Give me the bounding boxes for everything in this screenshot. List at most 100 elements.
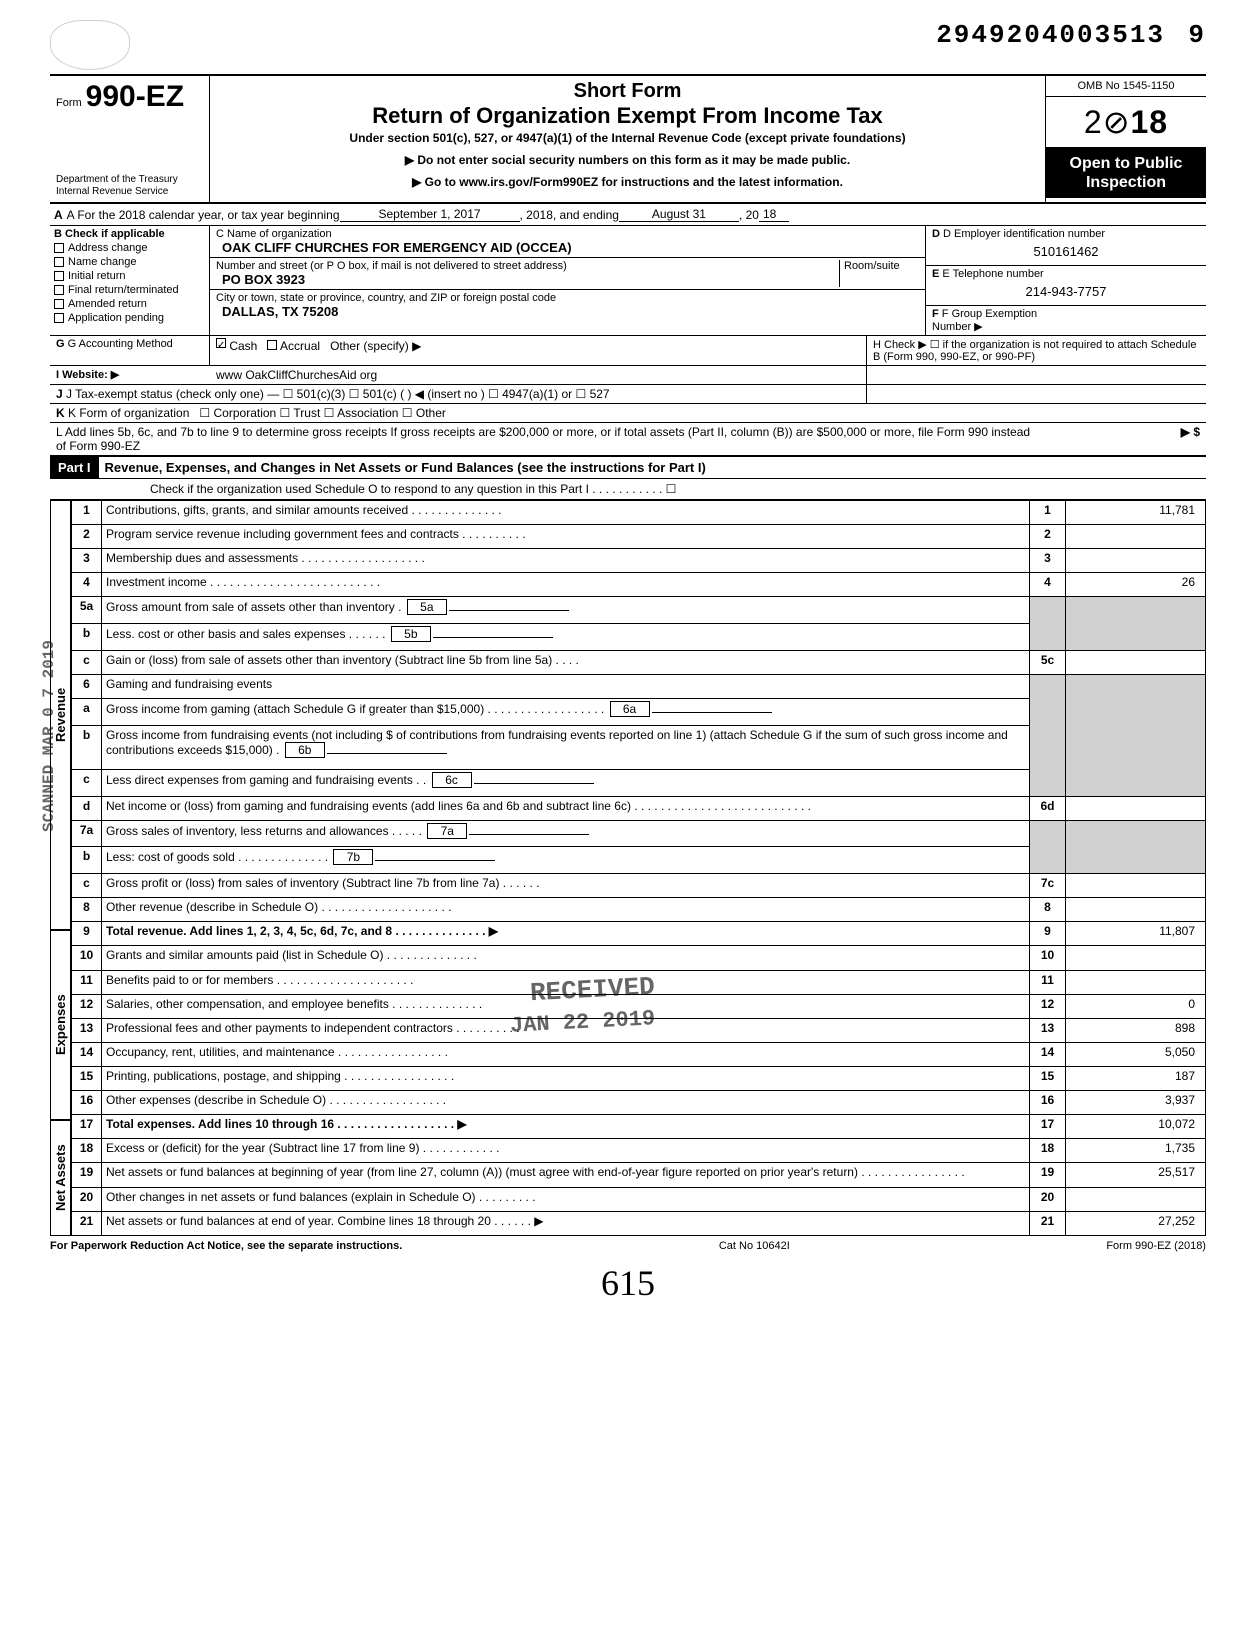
lines-grid: Revenue Expenses Net Assets 1Contributio… [50, 500, 1206, 1236]
year-column: OMB No 1545-1150 2⊘18 Open to Public Ins… [1046, 76, 1206, 202]
footer-right: Form 990-EZ (2018) [1106, 1240, 1206, 1252]
handwritten-number: 615 [50, 1262, 1206, 1304]
line-21: 21Net assets or fund balances at end of … [72, 1211, 1206, 1235]
row-i: I Website: ▶ www OakCliffChurchesAid org [50, 366, 1206, 385]
logo-placeholder [50, 20, 130, 70]
chk-amended[interactable]: Amended return [54, 298, 205, 310]
col-c-org: C Name of organization OAK CLIFF CHURCHE… [210, 226, 926, 335]
period-begin[interactable]: September 1, 2017 [340, 207, 520, 222]
line-5a: 5aGross amount from sale of assets other… [72, 597, 1206, 624]
row-k: K K Form of organization ☐ Corporation ☐… [50, 404, 1206, 423]
section-bcdef: B Check if applicable Address change Nam… [50, 226, 1206, 336]
footer-left: For Paperwork Reduction Act Notice, see … [50, 1240, 402, 1252]
instruction-1: ▶ Do not enter social security numbers o… [218, 153, 1037, 167]
footer: For Paperwork Reduction Act Notice, see … [50, 1236, 1206, 1252]
line-10: 10Grants and similar amounts paid (list … [72, 946, 1206, 970]
d-ein-row: D D Employer identification number 51016… [926, 226, 1206, 266]
chk-address-change[interactable]: Address change [54, 242, 205, 254]
main-title: Return of Organization Exempt From Incom… [218, 103, 1037, 129]
line-6d: dNet income or (loss) from gaming and fu… [72, 796, 1206, 820]
g-options: Cash Accrual Other (specify) ▶ [210, 336, 866, 365]
org-name[interactable]: OAK CLIFF CHURCHES FOR EMERGENCY AID (OC… [216, 240, 572, 255]
j-options[interactable]: ☐ 501(c)(3) ☐ 501(c) ( ) ◀ (insert no ) … [283, 387, 610, 401]
side-netassets: Net Assets [50, 1120, 71, 1236]
ein-value[interactable]: 510161462 [932, 240, 1200, 263]
col-de: D D Employer identification number 51016… [926, 226, 1206, 335]
line-19: 19Net assets or fund balances at beginni… [72, 1163, 1206, 1187]
org-street[interactable]: PO BOX 3923 [216, 272, 305, 287]
c-name-row: C Name of organization OAK CLIFF CHURCHE… [210, 226, 925, 258]
period-end-year[interactable]: 18 [759, 207, 789, 222]
scanned-stamp: SCANNED MAR 0 7 2019 [40, 640, 58, 832]
chk-accrual[interactable] [267, 340, 277, 350]
line-7c: cGross profit or (loss) from sales of in… [72, 874, 1206, 898]
c-city-row: City or town, state or province, country… [210, 290, 925, 321]
form-number: 990-EZ [86, 80, 184, 114]
l-text: L Add lines 5b, 6c, and 7b to line 9 to … [50, 423, 1046, 455]
line-3: 3Membership dues and assessments . . . .… [72, 549, 1206, 573]
subtitle: Under section 501(c), 527, or 4947(a)(1)… [218, 131, 1037, 145]
line-16: 16Other expenses (describe in Schedule O… [72, 1091, 1206, 1115]
row-l: L Add lines 5b, 6c, and 7b to line 9 to … [50, 423, 1206, 456]
chk-name-change[interactable]: Name change [54, 256, 205, 268]
phone-value[interactable]: 214-943-7757 [932, 280, 1200, 303]
instruction-2: ▶ Go to www.irs.gov/Form990EZ for instru… [218, 175, 1037, 189]
line-7a: 7aGross sales of inventory, less returns… [72, 820, 1206, 847]
g-label: G G Accounting Method [50, 336, 210, 365]
j-right [866, 385, 1206, 403]
b-label: B Check if applicable [54, 228, 205, 240]
department: Department of the Treasury Internal Reve… [56, 174, 203, 198]
e-phone-row: E E Telephone number 214-943-7757 [926, 266, 1206, 306]
line-1: 1Contributions, gifts, grants, and simil… [72, 501, 1206, 525]
h-cont [866, 366, 1206, 384]
line-17: 17Total expenses. Add lines 10 through 1… [72, 1115, 1206, 1139]
part1-header-row: Part I Revenue, Expenses, and Changes in… [50, 456, 1206, 479]
i-label: I Website: ▶ [50, 366, 210, 384]
omb-number: OMB No 1545-1150 [1046, 76, 1206, 97]
lines-table: 1Contributions, gifts, grants, and simil… [71, 500, 1206, 1236]
title-block: Form 990-EZ Department of the Treasury I… [50, 74, 1206, 204]
line-6: 6Gaming and fundraising events [72, 674, 1206, 698]
line-5c: cGain or (loss) from sale of assets othe… [72, 650, 1206, 674]
title-column: Short Form Return of Organization Exempt… [210, 76, 1046, 202]
form-column: Form 990-EZ Department of the Treasury I… [50, 76, 210, 202]
row-gh: G G Accounting Method Cash Accrual Other… [50, 336, 1206, 366]
chk-pending[interactable]: Application pending [54, 312, 205, 324]
chk-initial-return[interactable]: Initial return [54, 270, 205, 282]
line-2: 2Program service revenue including gover… [72, 525, 1206, 549]
f-group-row: F F Group Exemption Number ▶ [926, 306, 1206, 335]
line-15: 15Printing, publications, postage, and s… [72, 1067, 1206, 1091]
website-value[interactable]: www OakCliffChurchesAid org [210, 366, 866, 384]
chk-cash[interactable] [216, 338, 226, 348]
chk-final-return[interactable]: Final return/terminated [54, 284, 205, 296]
h-schedule-b: H Check ▶ ☐ if the organization is not r… [866, 336, 1206, 365]
part1-label: Part I [50, 457, 99, 478]
open-public: Open to Public Inspection [1046, 148, 1206, 198]
org-city[interactable]: DALLAS, TX 75208 [216, 304, 338, 319]
footer-mid: Cat No 10642I [719, 1240, 790, 1252]
c-addr-row: Number and street (or P O box, if mail i… [210, 258, 925, 290]
short-form-label: Short Form [218, 80, 1037, 103]
k-options[interactable]: ☐ Corporation ☐ Trust ☐ Association ☐ Ot… [199, 406, 445, 420]
dln: 2949204003513 9 [936, 20, 1206, 50]
dln-suffix: 9 [1188, 20, 1206, 50]
row-j: J J Tax-exempt status (check only one) —… [50, 385, 1206, 404]
dln-main: 2949204003513 [936, 20, 1165, 50]
line-14: 14Occupancy, rent, utilities, and mainte… [72, 1042, 1206, 1066]
part1-check: Check if the organization used Schedule … [50, 479, 1206, 500]
l-arrow: ▶ $ [1046, 423, 1206, 455]
line-20: 20Other changes in net assets or fund ba… [72, 1187, 1206, 1211]
room-suite: Room/suite [839, 260, 919, 287]
tax-year: 2⊘18 [1046, 97, 1206, 148]
line-18: 18Excess or (deficit) for the year (Subt… [72, 1139, 1206, 1163]
line-9: 9Total revenue. Add lines 1, 2, 3, 4, 5c… [72, 922, 1206, 946]
col-b-checkboxes: B Check if applicable Address change Nam… [50, 226, 210, 335]
header-row: 2949204003513 9 [50, 20, 1206, 70]
row-a-tax-year: A A For the 2018 calendar year, or tax y… [50, 204, 1206, 226]
line-4: 4Investment income . . . . . . . . . . .… [72, 573, 1206, 597]
part1-title: Revenue, Expenses, and Changes in Net As… [99, 457, 712, 478]
period-end-month[interactable]: August 31 [619, 207, 739, 222]
form-prefix: Form [56, 97, 82, 109]
side-expenses: Expenses [50, 930, 71, 1120]
line-8: 8Other revenue (describe in Schedule O) … [72, 898, 1206, 922]
